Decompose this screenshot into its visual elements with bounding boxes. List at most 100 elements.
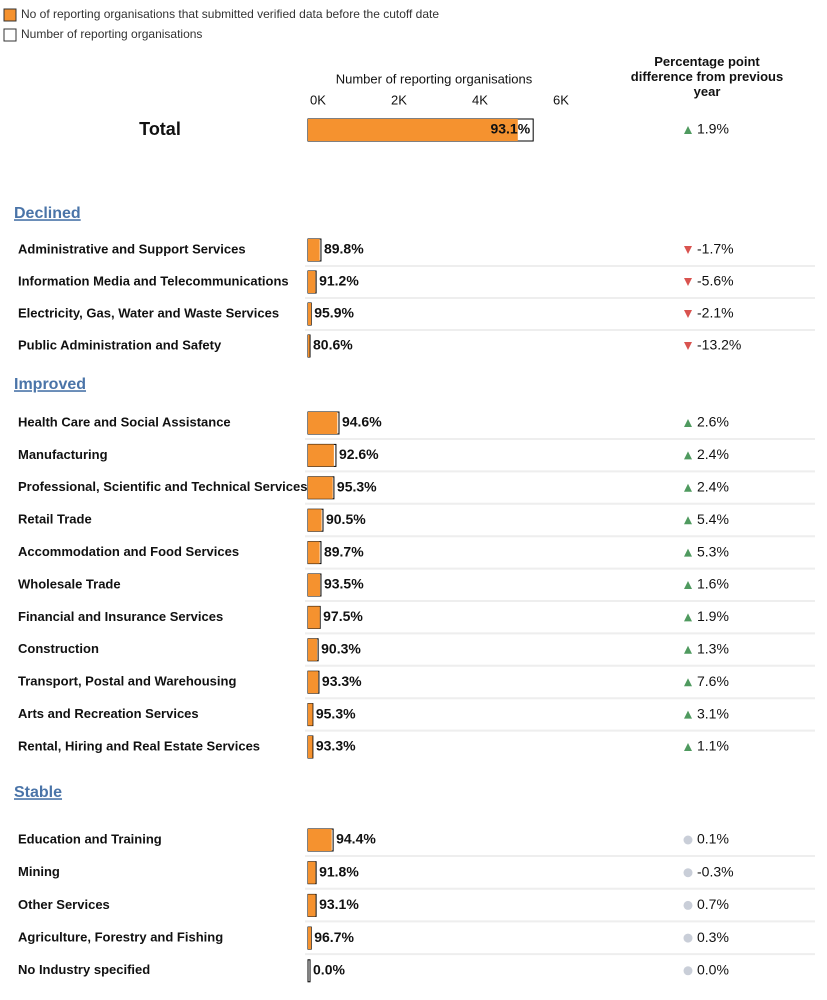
row-label: Transport, Postal and Warehousing	[18, 674, 236, 689]
row-label: Accommodation and Food Services	[18, 544, 239, 559]
bar-submitted	[308, 671, 319, 694]
row-label: Construction	[18, 641, 99, 656]
rate-label: 93.1%	[319, 896, 359, 912]
trend-up	[684, 126, 692, 134]
change-label: 1.9%	[697, 608, 729, 624]
bar-submitted	[308, 119, 518, 141]
bar-submitted	[308, 829, 332, 851]
row-label: Retail Trade	[18, 512, 92, 527]
x-tick-label: 4K	[472, 92, 488, 107]
row-label: Wholesale Trade	[18, 576, 121, 591]
row-label: Information Media and Telecommunications	[18, 273, 289, 288]
bar-submitted	[308, 239, 320, 261]
trend-up	[684, 548, 692, 557]
x-tick-label: 6K	[553, 92, 569, 107]
change-label: 3.1%	[697, 705, 729, 721]
bar-submitted	[308, 703, 313, 726]
rate-label: 91.2%	[319, 273, 359, 289]
trend-flat	[683, 835, 693, 845]
change-label: 5.4%	[697, 511, 729, 527]
row-label: No Industry specified	[18, 962, 150, 977]
x-tick-label: 0K	[310, 92, 326, 107]
change-label: -0.3%	[697, 863, 734, 879]
bar-submitted	[308, 271, 316, 293]
bar-submitted	[308, 335, 310, 357]
trend-up	[684, 613, 692, 622]
rate-label: 93.1%	[490, 121, 530, 137]
row-label: Rental, Hiring and Real Estate Services	[18, 738, 260, 753]
legend-swatch	[3, 28, 17, 42]
trend-up	[684, 419, 692, 427]
trend-up	[684, 710, 692, 719]
rate-label: 94.6%	[342, 414, 382, 430]
rate-label: 0.0%	[313, 962, 345, 978]
change-label: 0.3%	[697, 929, 729, 945]
trend-up	[684, 483, 692, 492]
axis-title: Number of reporting organisations	[336, 71, 533, 86]
change-label: 0.7%	[697, 896, 729, 912]
rate-label: 95.9%	[314, 305, 354, 321]
rate-label: 90.3%	[321, 641, 361, 657]
rate-label: 93.3%	[316, 738, 356, 754]
trend-flat	[683, 900, 693, 910]
bar-submitted	[308, 303, 312, 325]
change-label: 2.4%	[697, 446, 729, 462]
change-label: 1.9%	[697, 121, 729, 137]
trend-down	[684, 310, 692, 318]
change-label: 1.3%	[697, 641, 729, 657]
rate-label: 94.4%	[336, 831, 376, 847]
group-title: Stable	[14, 784, 62, 801]
row-label: Other Services	[18, 897, 110, 912]
bar-submitted	[308, 927, 312, 950]
change-label: -5.6%	[697, 273, 734, 289]
rate-label: 93.3%	[322, 673, 362, 689]
rate-label: 80.6%	[313, 337, 353, 353]
bar-submitted	[308, 412, 338, 434]
rate-label: 90.5%	[326, 511, 366, 527]
trend-up	[684, 451, 692, 460]
change-label: 2.4%	[697, 479, 729, 495]
trend-up	[684, 581, 692, 589]
bar-submitted	[308, 574, 321, 596]
change-label: 5.3%	[697, 543, 729, 559]
bar-submitted	[308, 736, 313, 758]
bar-submitted	[308, 638, 318, 661]
trend-up	[684, 678, 692, 687]
rate-label: 91.8%	[319, 863, 359, 879]
trend-up	[684, 743, 692, 751]
bar-submitted	[308, 606, 320, 629]
bar-submitted	[308, 861, 316, 884]
legend-swatch	[3, 8, 17, 22]
change-header: Percentage point difference from previous…	[631, 54, 783, 99]
row-label: Agriculture, Forestry and Fishing	[18, 930, 223, 945]
total-label: Total	[139, 119, 181, 139]
rate-label: 92.6%	[339, 446, 379, 462]
bar-submitted	[308, 541, 320, 564]
change-label: 1.1%	[697, 738, 729, 754]
trend-down	[684, 342, 692, 350]
change-label: 0.1%	[697, 831, 729, 847]
row-label: Education and Training	[18, 831, 162, 846]
rate-label: 93.5%	[324, 576, 364, 592]
x-tick-label: 2K	[391, 92, 407, 107]
row-label: Financial and Insurance Services	[18, 609, 223, 624]
row-label: Public Administration and Safety	[18, 337, 222, 352]
change-label: -1.7%	[697, 241, 734, 257]
trend-down	[684, 278, 692, 286]
change-label: -13.2%	[697, 337, 741, 353]
bar-total	[307, 959, 311, 983]
rate-label: 97.5%	[323, 608, 363, 624]
row-label: Health Care and Social Assistance	[18, 414, 231, 429]
change-label: 0.0%	[697, 962, 729, 978]
bar-submitted	[308, 894, 316, 917]
trend-up	[684, 645, 692, 654]
rate-label: 96.7%	[314, 929, 354, 945]
trend-down	[684, 246, 692, 254]
rate-label: 89.8%	[324, 241, 364, 257]
trend-flat	[683, 933, 693, 943]
change-label: 2.6%	[697, 414, 729, 430]
rate-label: 95.3%	[337, 479, 377, 495]
trend-up	[684, 516, 692, 525]
rate-label: 95.3%	[316, 705, 356, 721]
row-label: Mining	[18, 864, 60, 879]
